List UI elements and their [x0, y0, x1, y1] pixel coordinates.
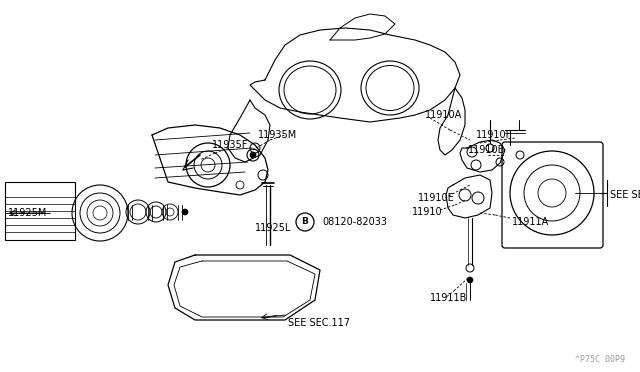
- Text: 11910F: 11910F: [476, 130, 512, 140]
- Text: 11925L: 11925L: [255, 223, 291, 233]
- Text: SEE SEC.274: SEE SEC.274: [610, 190, 640, 200]
- FancyBboxPatch shape: [502, 142, 603, 248]
- Text: 11935F: 11935F: [212, 140, 248, 150]
- Bar: [5, 182, 75, 240]
- Text: B: B: [301, 218, 308, 227]
- Text: 11935M: 11935M: [258, 130, 297, 140]
- Text: 11911B: 11911B: [430, 293, 467, 303]
- Text: 11910B: 11910B: [468, 145, 506, 155]
- Text: 11911A: 11911A: [512, 217, 549, 227]
- Text: SEE SEC.117: SEE SEC.117: [288, 318, 350, 328]
- Text: 11910A: 11910A: [425, 110, 462, 120]
- Text: 11910: 11910: [412, 207, 443, 217]
- Circle shape: [250, 152, 256, 158]
- Text: ^P75C 00P9: ^P75C 00P9: [575, 356, 625, 365]
- Circle shape: [467, 277, 473, 283]
- Circle shape: [182, 209, 188, 215]
- Text: 11910E: 11910E: [418, 193, 455, 203]
- Text: 08120-82033: 08120-82033: [322, 217, 387, 227]
- Text: 11925M: 11925M: [8, 208, 47, 218]
